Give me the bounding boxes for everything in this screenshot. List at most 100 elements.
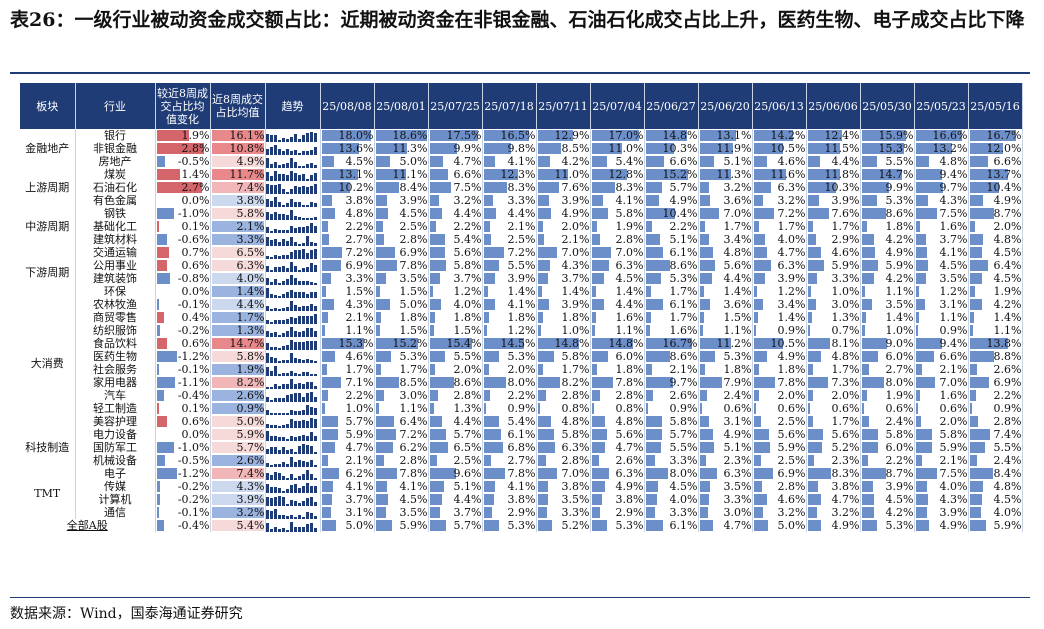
- week-value: 4.1%: [399, 480, 428, 493]
- week-value: 8.6%: [669, 259, 698, 272]
- spark-bar: [313, 386, 317, 389]
- week-value: 1.9%: [885, 389, 914, 402]
- week-cell: 4.7%: [320, 441, 375, 454]
- spark-bar: [269, 387, 273, 389]
- avg-cell-bar: [211, 221, 264, 232]
- week-value: 3.8%: [831, 480, 860, 493]
- avg-cell-value: 10.8%: [229, 142, 265, 155]
- week-value: 11.6%: [770, 168, 806, 181]
- week-bar: [429, 377, 454, 388]
- week-cell: 1.7%: [644, 311, 699, 324]
- week-cell: 5.8%: [590, 207, 645, 220]
- spark-bar: [313, 217, 317, 220]
- change-cell-value: -0.4%: [177, 389, 210, 402]
- spark-bar: [313, 331, 317, 337]
- spark-bar: [305, 164, 309, 168]
- spark-bar: [309, 392, 313, 402]
- week-cell: 4.8%: [536, 415, 591, 428]
- week-value: 1.7%: [777, 220, 806, 233]
- week-value: 3.3%: [723, 493, 752, 506]
- week-value: 8.7%: [993, 207, 1022, 220]
- spark-bar: [293, 162, 297, 168]
- week-value: 6.0%: [885, 350, 914, 363]
- week-bar: [483, 442, 503, 453]
- week-bar: [699, 364, 705, 375]
- avg-cell-bar: [211, 143, 264, 154]
- table-row: 非银金融 2.8% 10.8% 13.6% 11.3% 9.9% 9.8% 8.5% 11.0%…: [20, 142, 1023, 155]
- spark-bar: [309, 341, 313, 350]
- spark-bar: [297, 217, 301, 220]
- week-bar: [645, 442, 661, 453]
- week-cell: 6.6%: [428, 168, 483, 181]
- week-cell: 4.9%: [644, 194, 699, 207]
- week-bar: [699, 221, 705, 232]
- week-cell: 4.6%: [752, 493, 807, 506]
- spark-bar: [269, 425, 273, 428]
- week-value: 6.3%: [777, 181, 806, 194]
- week-cell: 5.4%: [590, 155, 645, 168]
- spark-bar: [301, 281, 305, 285]
- week-bar: [753, 221, 759, 232]
- spark-bar: [289, 457, 293, 467]
- spark-bar: [265, 237, 269, 246]
- spark-bar: [281, 384, 285, 389]
- week-value: 3.1%: [723, 415, 752, 428]
- spark-bar: [281, 398, 285, 402]
- week-value: 7.6%: [561, 181, 590, 194]
- week-cell: 9.0%: [860, 337, 915, 350]
- spark-bar: [281, 214, 285, 220]
- spark-bar: [309, 250, 313, 259]
- week-cell: 4.5%: [914, 259, 969, 272]
- week-value: 4.2%: [885, 233, 914, 246]
- spark-bar: [277, 149, 281, 155]
- week-value: 0.9%: [939, 324, 968, 337]
- avg-cell: 5.0%: [210, 415, 266, 428]
- spark-bar: [309, 523, 313, 532]
- spark-bar: [281, 174, 285, 181]
- week-cell: 1.7%: [320, 363, 375, 376]
- week-bar: [645, 507, 655, 518]
- spark-bar: [269, 270, 273, 272]
- week-bar: [753, 143, 783, 154]
- spark-bar: [281, 413, 285, 415]
- spark-bar: [313, 478, 317, 480]
- spark-bar: [305, 306, 309, 311]
- week-cell: 10.5%: [752, 337, 807, 350]
- week-cell: 12.0%: [968, 142, 1023, 155]
- week-bar: [483, 455, 491, 466]
- spark-bar: [297, 342, 301, 350]
- week-value: 4.4%: [453, 207, 482, 220]
- week-bar: [645, 351, 670, 362]
- spark-bar: [309, 328, 313, 337]
- week-value: 2.5%: [399, 220, 428, 233]
- spark-bar: [301, 268, 305, 272]
- week-cell: 6.8%: [482, 441, 537, 454]
- week-cell: 2.2%: [644, 220, 699, 233]
- change-cell-value: -1.0%: [177, 207, 210, 220]
- week-value: 6.0%: [885, 441, 914, 454]
- spark-bar: [269, 529, 273, 532]
- week-value: 0.9%: [777, 324, 806, 337]
- week-value: 4.1%: [507, 155, 536, 168]
- week-cell: 6.9%: [968, 376, 1023, 389]
- spark-bar: [269, 294, 273, 298]
- week-cell: 2.2%: [320, 220, 375, 233]
- trend-sparkline: [265, 350, 321, 363]
- week-value: 1.4%: [723, 285, 752, 298]
- week-bar: [375, 494, 388, 505]
- table-row: 汽车 -0.4% 2.6% 2.2% 3.0% 2.8% 2.2% 2.8% 2.8% 2.6% 2…: [20, 389, 1023, 402]
- week-value: 13.6%: [338, 142, 374, 155]
- week-bar: [699, 481, 710, 492]
- week-cell: 3.3%: [320, 272, 375, 285]
- avg-cell: 4.0%: [210, 272, 266, 285]
- spark-bar: [293, 228, 297, 233]
- week-cell: 5.1%: [698, 155, 753, 168]
- week-value: 2.2%: [345, 389, 374, 402]
- spark-bar: [269, 511, 273, 519]
- week-bar: [915, 169, 942, 180]
- week-bar: [537, 247, 557, 258]
- week-cell: 5.9%: [968, 519, 1023, 532]
- avg-cell-bar: [211, 130, 264, 141]
- spark-bar: [297, 281, 301, 285]
- change-cell: 0.7%: [155, 246, 211, 259]
